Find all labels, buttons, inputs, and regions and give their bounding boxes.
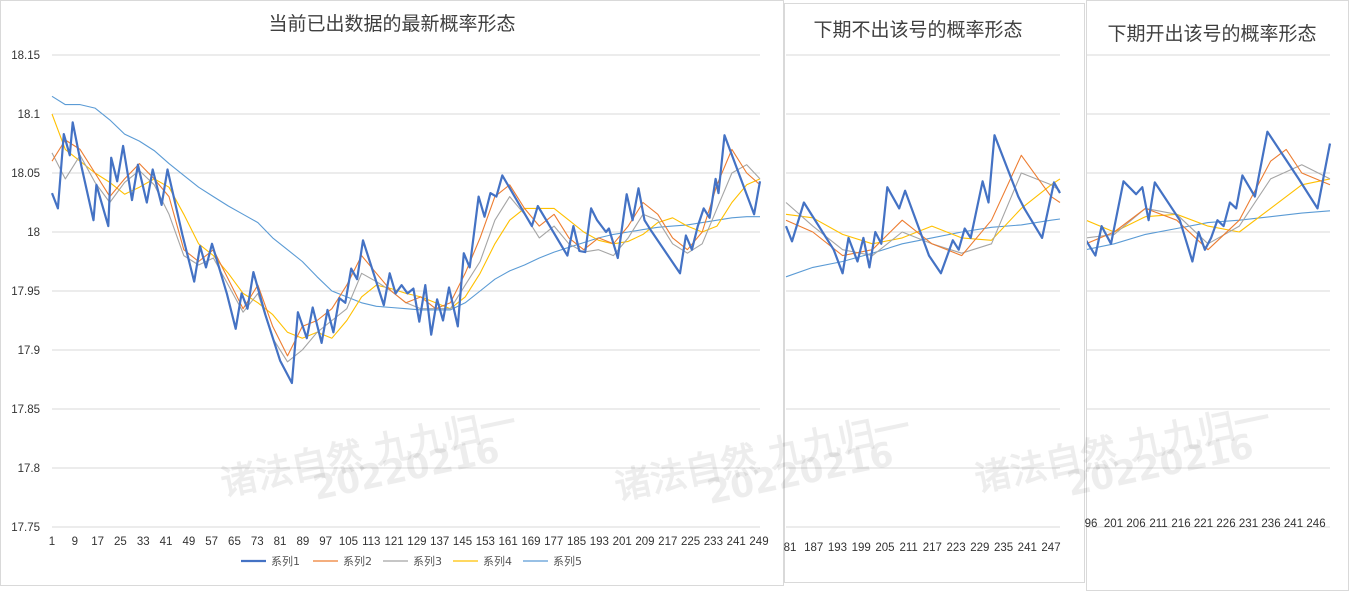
- x-tick-label: 65: [228, 536, 241, 548]
- y-tick-label: 18.15: [11, 50, 40, 62]
- series-line-4: [785, 178, 1061, 245]
- series-line-1: [1087, 130, 1332, 263]
- x-tick-label: 201: [1104, 518, 1123, 530]
- y-tick-label: 17.85: [11, 404, 40, 416]
- legend-label: 系列4: [483, 554, 512, 568]
- x-tick-label: 121: [385, 536, 404, 548]
- series-line-2: [1087, 148, 1331, 251]
- x-tick-label: 57: [205, 536, 218, 548]
- x-tick-label: 241: [1284, 518, 1303, 530]
- panel-frame: [0, 0, 784, 586]
- legend-label: 系列5: [553, 554, 582, 568]
- series-line-5: [1087, 210, 1331, 251]
- y-tick-label: 17.75: [11, 522, 40, 534]
- x-tick-label: 225: [681, 536, 700, 548]
- x-tick-label: 96: [1085, 518, 1098, 530]
- series-line-4: [1087, 178, 1331, 233]
- chart-title: 当前已出数据的最新概率形态: [268, 13, 515, 35]
- series-line-5: [785, 218, 1061, 278]
- x-tick-label: 169: [521, 536, 540, 548]
- x-tick-label: 187: [804, 542, 823, 554]
- series-group: [785, 134, 1061, 278]
- x-tick-label: 246: [1306, 518, 1325, 530]
- x-tick-label: 231: [1239, 518, 1258, 530]
- x-tick-label: 193: [590, 536, 609, 548]
- x-tick-label: 193: [828, 542, 847, 554]
- x-tick-label: 161: [499, 536, 518, 548]
- series-line-1: [50, 121, 762, 385]
- series-line-1: [785, 134, 1061, 275]
- series-group: [50, 95, 762, 385]
- panel-frame: [784, 3, 1085, 583]
- x-tick-label: 241: [727, 536, 746, 548]
- x-tick-label: 209: [635, 536, 654, 548]
- x-tick-label: 9: [72, 536, 78, 548]
- x-tick-label: 153: [476, 536, 495, 548]
- x-tick-label: 235: [994, 542, 1013, 554]
- y-tick-label: 18.1: [18, 109, 40, 121]
- series-line-4: [51, 113, 761, 339]
- x-tick-label: 249: [749, 536, 768, 548]
- x-tick-label: 205: [875, 542, 894, 554]
- x-tick-label: 129: [407, 536, 426, 548]
- series-line-2: [51, 139, 761, 357]
- legend-label: 系列3: [413, 554, 442, 568]
- x-tick-label: 89: [296, 536, 309, 548]
- chart-panel-next-not-drawn: 下期不出该号的概率形态 81 187 193 199 205 211 217 223 229 235…: [784, 3, 1085, 583]
- x-tick-label: 177: [544, 536, 563, 548]
- x-tick-label: 211: [1149, 518, 1167, 530]
- x-tick-label: 247: [1041, 542, 1060, 554]
- x-tick-label: 81: [274, 536, 287, 548]
- x-tick-label: 25: [114, 536, 127, 548]
- x-tick-label: 223: [946, 542, 965, 554]
- y-tick-label: 17.95: [11, 286, 40, 298]
- y-tick-label: 18: [27, 227, 40, 239]
- x-tick-label: 241: [1018, 542, 1037, 554]
- x-tick-label: 226: [1216, 518, 1235, 530]
- chart-title: 下期不出该号的概率形态: [813, 19, 1022, 41]
- x-tick-label: 145: [453, 536, 472, 548]
- x-tick-label: 41: [160, 536, 173, 548]
- y-tick-label: 17.9: [18, 345, 40, 357]
- x-tick-label: 199: [852, 542, 871, 554]
- x-tick-label: 113: [362, 536, 380, 548]
- x-tick-label: 81: [784, 542, 797, 554]
- x-tick-label: 229: [970, 542, 989, 554]
- x-tick-label: 201: [613, 536, 632, 548]
- x-tick-label: 233: [704, 536, 723, 548]
- x-tick-label: 105: [339, 536, 358, 548]
- x-tick-label: 49: [182, 536, 195, 548]
- panel-frame: [1086, 0, 1349, 591]
- x-tick-label: 97: [319, 536, 332, 548]
- x-tick-label: 17: [91, 536, 104, 548]
- chart-title: 下期开出该号的概率形态: [1107, 23, 1316, 45]
- series-group: [1087, 130, 1332, 263]
- x-tick-label: 33: [137, 536, 150, 548]
- x-tick-label: 211: [899, 542, 917, 554]
- series-line-5: [51, 95, 760, 311]
- x-tick-label: 216: [1171, 518, 1190, 530]
- chart-panel-current: 17.75 17.8 17.85 17.9 17.95 18 18.05 18.1 18.15 当…: [0, 0, 784, 586]
- x-tick-label: 73: [251, 536, 264, 548]
- x-tick-label: 137: [430, 536, 449, 548]
- x-tick-label: 236: [1261, 518, 1280, 530]
- x-tick-label: 217: [923, 542, 942, 554]
- y-tick-label: 18.05: [11, 168, 40, 180]
- x-tick-label: 221: [1194, 518, 1213, 530]
- chart-legend: 系列1 系列2 系列3 系列4 系列5: [241, 554, 582, 568]
- y-tick-label: 17.8: [18, 463, 40, 475]
- x-tick-label: 1: [49, 536, 55, 548]
- legend-label: 系列1: [271, 554, 300, 568]
- legend-label: 系列2: [343, 554, 372, 568]
- x-tick-label: 217: [658, 536, 677, 548]
- x-tick-label: 206: [1126, 518, 1145, 530]
- x-tick-label: 185: [567, 536, 586, 548]
